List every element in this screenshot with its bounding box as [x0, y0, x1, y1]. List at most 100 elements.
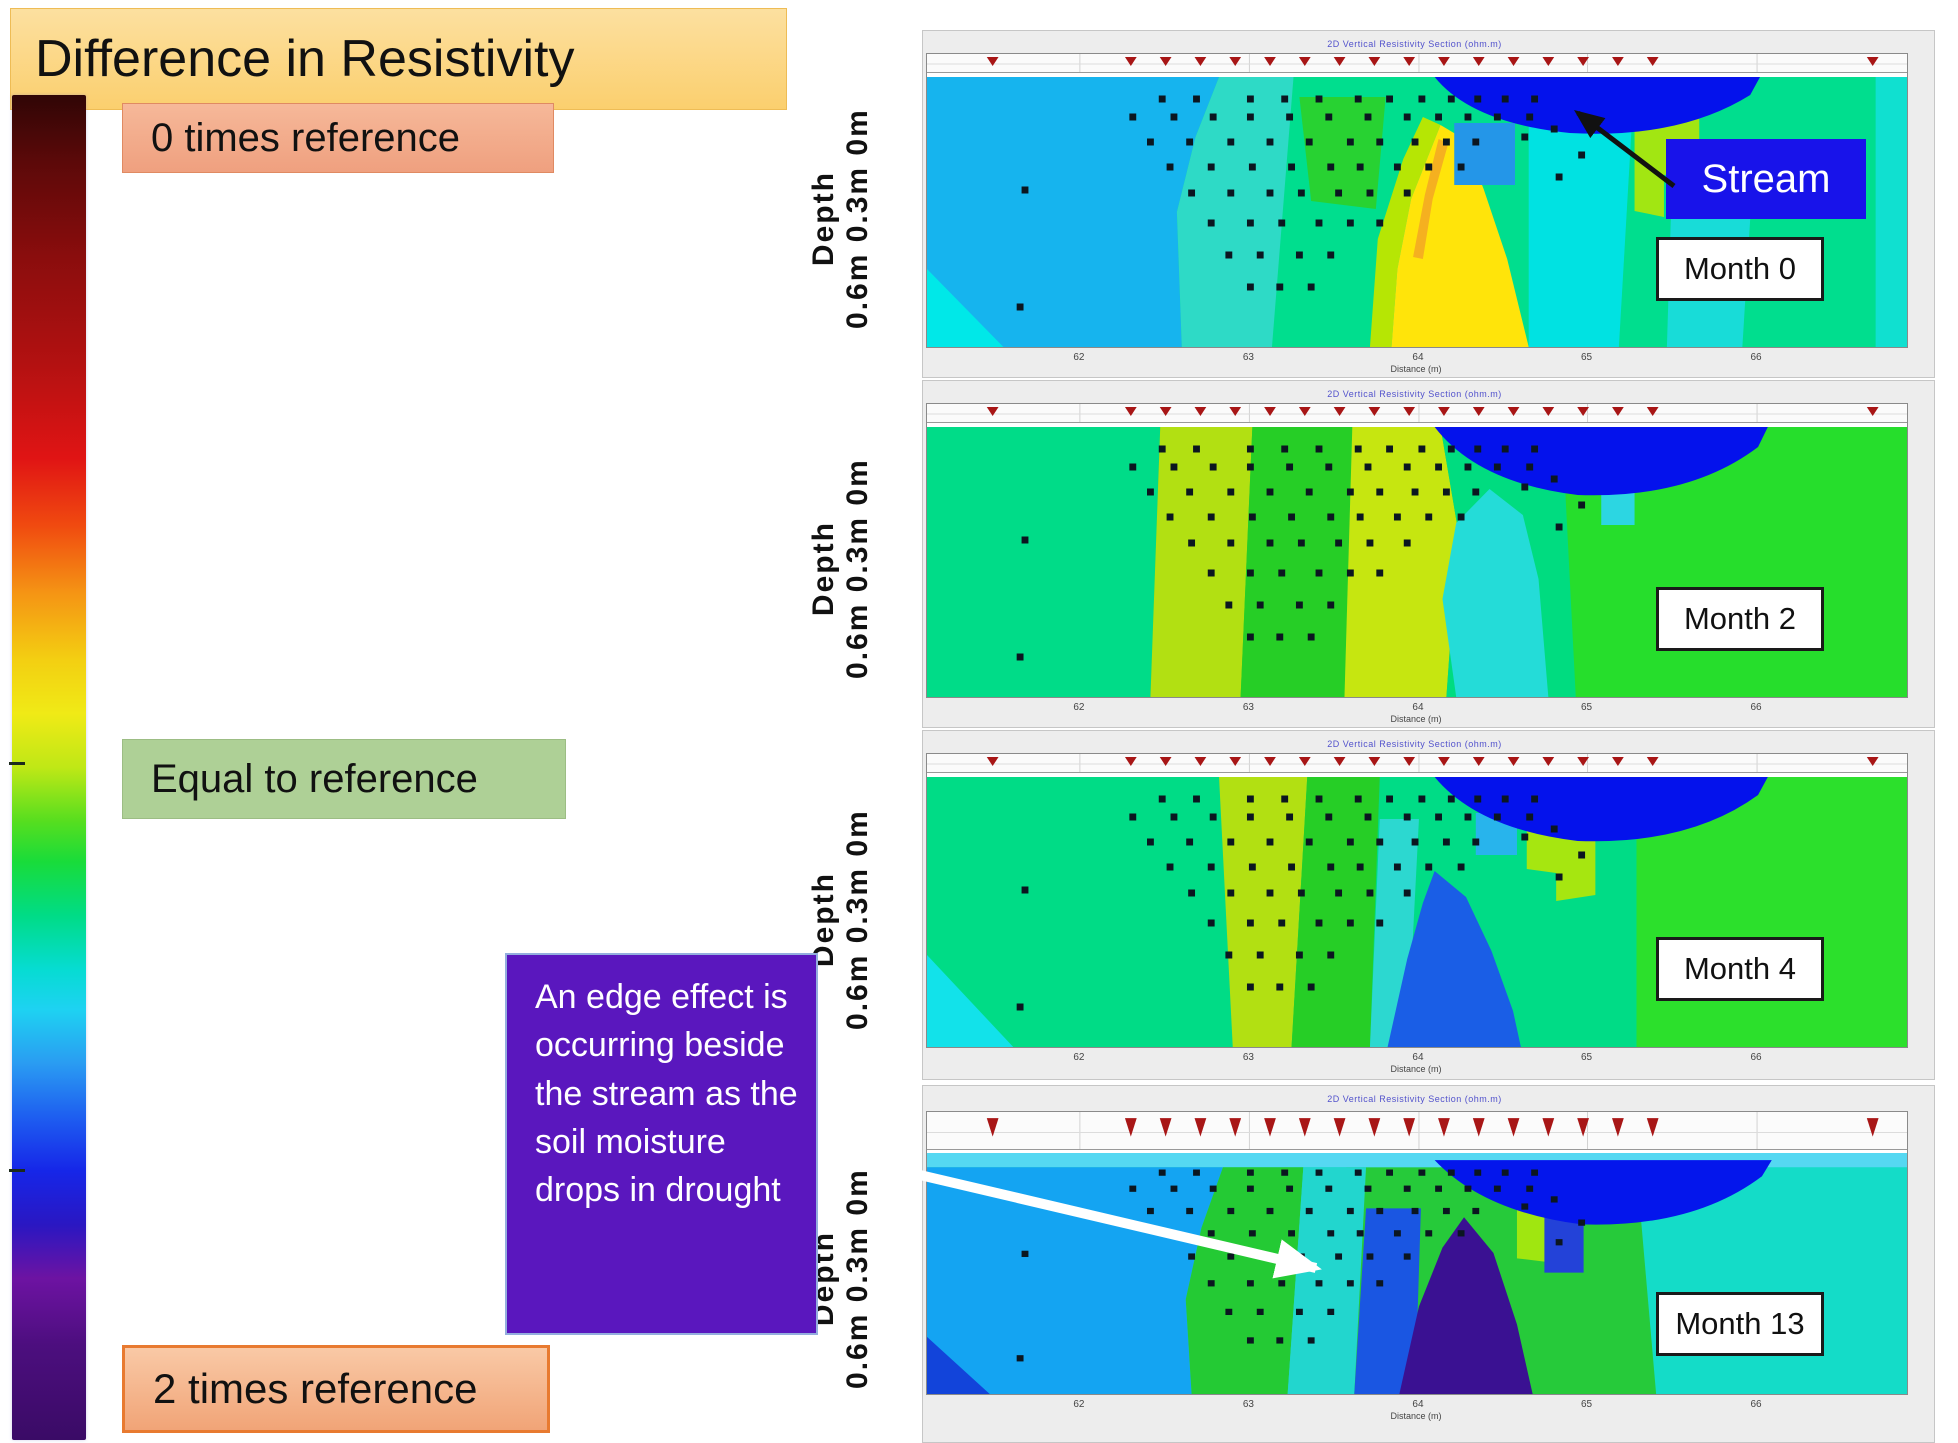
electrode-marker-icon: [1577, 1118, 1589, 1137]
depth-tick-labels: 0.6m 0.3m 0m: [840, 1168, 874, 1390]
measurement-point: [1418, 95, 1426, 103]
x-tick-label: 62: [1073, 1052, 1085, 1063]
electrode-marker-icon: [1333, 57, 1346, 66]
electrode-marker-icon: [1159, 1118, 1172, 1137]
plot-title: 2D Vertical Resistivity Section (ohm.m): [1327, 389, 1502, 399]
measurement-point: [1227, 889, 1235, 897]
measurement-point: [1129, 1185, 1137, 1192]
measurement-point: [1386, 1169, 1393, 1176]
electrode-marker-icon: [1438, 57, 1450, 66]
measurement-point: [1555, 523, 1563, 531]
measurement-point: [1207, 919, 1215, 927]
measurement-point: [1209, 1185, 1217, 1192]
page-title: Difference in Resistivity: [10, 8, 787, 110]
measurement-point: [1186, 138, 1194, 146]
resistivity-section: [927, 1153, 1907, 1394]
depth-axis-label: Depth 0.6m 0.3m 0m: [760, 410, 920, 728]
electrode-marker-icon: [1438, 1118, 1450, 1137]
electrode-marker-icon: [1194, 757, 1207, 766]
measurement-point: [1386, 795, 1393, 803]
x-tick-label: 66: [1750, 1399, 1762, 1410]
electrode-marker-icon: [1229, 757, 1242, 766]
measurement-point: [1186, 488, 1194, 496]
measurement-point: [1246, 569, 1254, 577]
measurement-point: [1246, 113, 1254, 121]
measurement-point: [1193, 795, 1200, 803]
x-axis: 62 63 64 65 66 Distance (m): [926, 1052, 1906, 1082]
measurement-point: [1526, 463, 1534, 471]
measurement-point: [1555, 873, 1563, 881]
measurement-point: [1550, 475, 1558, 483]
measurement-point: [1278, 219, 1286, 227]
x-tick-label: 62: [1073, 1399, 1085, 1410]
measurement-point: [1315, 919, 1323, 927]
measurement-point: [1246, 463, 1254, 471]
electrode-band: [927, 404, 1907, 423]
measurement-point: [1472, 1207, 1480, 1215]
measurement-point: [1327, 601, 1335, 609]
measurement-point: [1521, 1203, 1529, 1210]
measurement-point: [1266, 539, 1274, 547]
measurement-point: [1364, 813, 1372, 821]
measurement-point: [1288, 163, 1295, 171]
measurement-point: [1305, 838, 1313, 846]
electrode-marker-icon: [1229, 1118, 1242, 1137]
measurement-point: [1295, 1308, 1303, 1316]
measurement-point: [1435, 813, 1442, 821]
measurement-point: [1354, 1169, 1362, 1176]
measurement-point: [1266, 488, 1274, 496]
measurement-point: [1315, 95, 1323, 103]
measurement-point: [1147, 1207, 1154, 1215]
measurement-point: [1325, 113, 1333, 121]
electrode-marker-icon: [1333, 1118, 1346, 1137]
electrode-marker-icon: [1264, 757, 1276, 766]
depth-label-word: Depth: [806, 171, 840, 267]
measurement-point: [1278, 1280, 1286, 1287]
measurement-point: [1425, 513, 1433, 521]
measurement-point: [1281, 1169, 1289, 1176]
measurement-point: [1366, 539, 1374, 547]
measurement-point: [1578, 1219, 1586, 1226]
measurement-point: [1376, 1207, 1384, 1215]
measurement-point: [1435, 113, 1442, 121]
electrode-marker-icon: [1124, 407, 1137, 416]
measurement-point: [1016, 1355, 1024, 1362]
resistivity-section: [927, 777, 1907, 1047]
electrode-band: [927, 1112, 1907, 1150]
month-label: Month 4: [1656, 937, 1824, 1001]
measurement-point: [1335, 1253, 1343, 1260]
measurement-point: [1464, 463, 1472, 471]
measurement-point: [1418, 795, 1426, 803]
measurement-point: [1325, 813, 1333, 821]
measurement-point: [1411, 488, 1419, 496]
measurement-point: [1248, 163, 1256, 171]
measurement-point: [1464, 1185, 1472, 1192]
measurement-point: [1170, 1185, 1178, 1192]
measurement-point: [1521, 483, 1529, 491]
measurement-point: [1225, 251, 1233, 259]
measurement-point: [1295, 951, 1303, 959]
electrode-marker-icon: [1298, 1118, 1311, 1137]
electrode-marker-icon: [1124, 57, 1137, 66]
electrode-marker-icon: [1333, 407, 1346, 416]
measurement-point: [1425, 863, 1433, 871]
measurement-point: [1474, 1169, 1482, 1176]
resistivity-panel-row: Depth 0.6m 0.3m 0m 2D Vertical Resistivi…: [760, 1085, 1940, 1443]
measurement-point: [1207, 1230, 1215, 1237]
electrode-marker-icon: [1472, 757, 1485, 766]
depth-tick-labels: 0.6m 0.3m 0m: [840, 108, 874, 330]
measurement-point: [1207, 1280, 1215, 1287]
measurement-point: [1227, 488, 1235, 496]
measurement-point: [1418, 445, 1426, 453]
measurement-point: [1266, 189, 1274, 197]
measurement-point: [1246, 795, 1254, 803]
measurement-point: [1364, 113, 1372, 121]
measurement-point: [1297, 889, 1305, 897]
measurement-point: [1129, 463, 1137, 471]
measurement-point: [1325, 463, 1333, 471]
electrode-marker-icon: [1229, 407, 1242, 416]
measurement-point: [1403, 463, 1411, 471]
measurement-point: [1493, 463, 1501, 471]
x-tick-label: 63: [1242, 702, 1254, 713]
measurement-point: [1170, 113, 1178, 121]
